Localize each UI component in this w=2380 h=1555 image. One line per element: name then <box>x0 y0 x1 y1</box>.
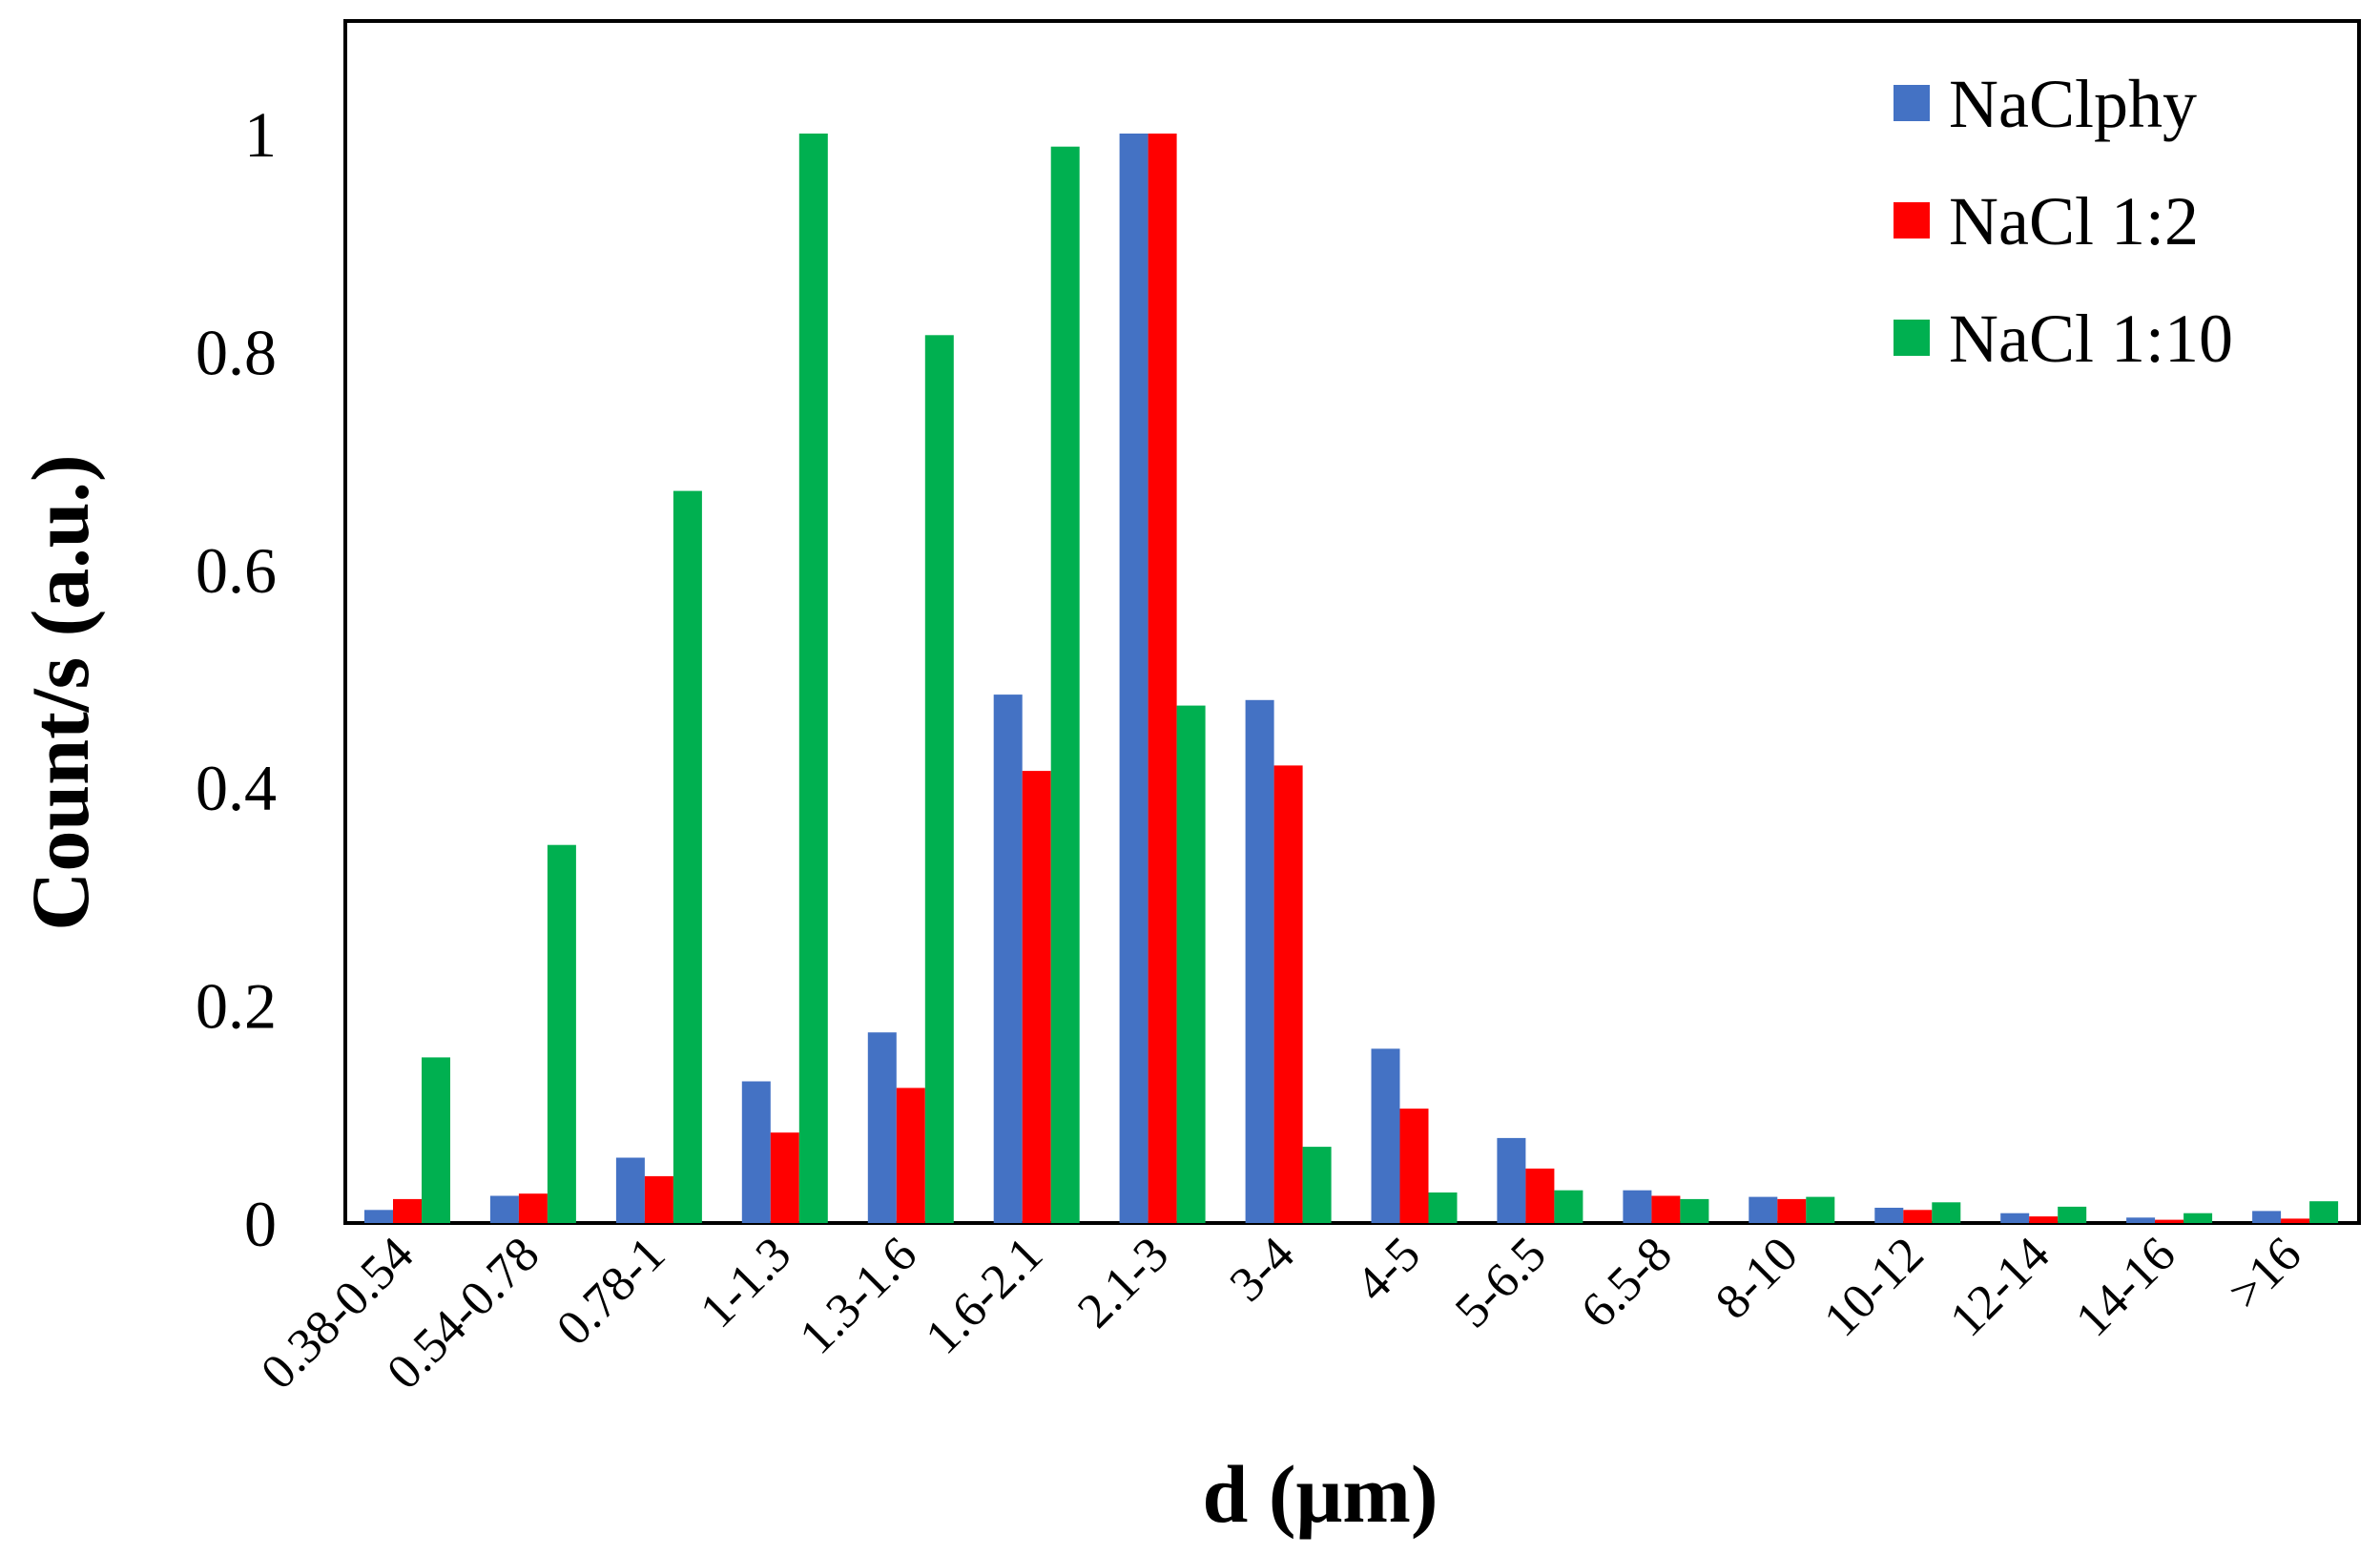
bar-nacl-1-2-8 <box>1273 765 1303 1223</box>
x-tick-label: 10-12 <box>1814 1227 1935 1347</box>
bar-naclphy-14 <box>2000 1213 2030 1223</box>
bar-naclphy-1 <box>364 1210 393 1223</box>
bar-nacl-1-2-15 <box>2155 1219 2184 1223</box>
bar-naclphy-6 <box>993 695 1023 1223</box>
bar-naclphy-16 <box>2252 1211 2282 1223</box>
x-tick-label: 8-10 <box>1706 1227 1809 1330</box>
bar-nacl-1-10-15 <box>2183 1213 2213 1223</box>
bar-nacl-1-10-1 <box>422 1057 450 1223</box>
x-tick-label: 4-5 <box>1346 1227 1431 1312</box>
bar-nacl-1-2-5 <box>896 1088 925 1223</box>
bar-nacl-1-10-9 <box>1428 1192 1458 1223</box>
bar-nacl-1-2-4 <box>770 1132 799 1223</box>
legend-swatch <box>1894 85 1930 121</box>
x-tick-label: 1-1.3 <box>690 1227 801 1338</box>
bar-nacl-1-2-14 <box>2029 1216 2059 1223</box>
bar-nacl-1-2-12 <box>1777 1198 1807 1223</box>
bar-naclphy-5 <box>867 1032 897 1223</box>
bar-nacl-1-10-4 <box>798 134 828 1223</box>
bar-naclphy-15 <box>2126 1217 2156 1223</box>
bar-nacl-1-10-13 <box>1932 1202 1961 1223</box>
bar-nacl-1-10-12 <box>1806 1196 1835 1223</box>
legend: NaClphy NaCl 1:2 NaCl 1:10 <box>1894 66 2233 377</box>
bar-naclphy-3 <box>615 1157 645 1223</box>
legend-swatch <box>1894 320 1930 356</box>
bar-naclphy-9 <box>1371 1048 1400 1223</box>
bar-nacl-1-2-2 <box>518 1193 548 1223</box>
y-axis-ticks: 0 0.2 0.4 0.6 0.8 1 <box>196 98 277 1260</box>
x-tick-label: >16 <box>2219 1227 2312 1320</box>
legend-label: NaClphy <box>1949 66 2197 142</box>
bar-nacl-1-10-16 <box>2309 1201 2339 1223</box>
x-axis-title: d (μm) <box>1203 1448 1438 1540</box>
y-axis-title: Count/s (a.u.) <box>14 454 106 930</box>
bar-nacl-1-2-6 <box>1022 771 1051 1223</box>
x-tick-label: 0.78-1 <box>547 1227 675 1356</box>
bar-naclphy-8 <box>1245 699 1274 1223</box>
y-tick-label: 1 <box>244 98 277 171</box>
x-axis-ticks: 0.38-0.540.54-0.780.78-1 1-1.31.3-1.61.6-… <box>251 1227 2311 1400</box>
bar-naclphy-12 <box>1749 1196 1778 1223</box>
bar-nacl-1-10-6 <box>1050 146 1080 1224</box>
x-tick-label: 2.1-3 <box>1067 1227 1179 1338</box>
bar-nacl-1-10-14 <box>2058 1206 2087 1223</box>
bar-nacl-1-10-5 <box>924 335 954 1223</box>
bar-nacl-1-2-11 <box>1651 1195 1681 1223</box>
x-tick-label: 12-14 <box>1940 1227 2060 1347</box>
bar-naclphy-7 <box>1119 134 1149 1223</box>
legend-label: NaCl 1:10 <box>1949 301 2233 377</box>
bar-naclphy-4 <box>741 1081 771 1223</box>
x-tick-label: 1.6-2.1 <box>916 1227 1053 1364</box>
y-tick-label: 0.2 <box>196 970 277 1043</box>
bar-nacl-1-10-10 <box>1554 1190 1583 1223</box>
bar-nacl-1-10-3 <box>673 490 702 1223</box>
legend-swatch <box>1894 202 1930 238</box>
x-tick-label: 3-4 <box>1220 1227 1305 1312</box>
bar-nacl-1-2-10 <box>1525 1168 1555 1223</box>
bar-nacl-1-2-7 <box>1148 134 1177 1223</box>
bar-nacl-1-2-9 <box>1399 1109 1429 1223</box>
bar-nacl-1-2-16 <box>2281 1218 2310 1223</box>
x-tick-label: 1.3-1.6 <box>790 1227 927 1364</box>
y-tick-label: 0.8 <box>196 316 277 388</box>
x-tick-label: 6.5-8 <box>1571 1227 1683 1338</box>
bar-naclphy-2 <box>489 1195 519 1223</box>
bar-naclphy-10 <box>1497 1137 1526 1223</box>
bar-naclphy-13 <box>1874 1208 1904 1223</box>
legend-label: NaCl 1:2 <box>1949 183 2199 259</box>
bar-nacl-1-10-2 <box>547 844 576 1223</box>
bar-nacl-1-10-8 <box>1302 1147 1332 1223</box>
bar-nacl-1-2-3 <box>644 1175 673 1223</box>
bar-naclphy-11 <box>1623 1190 1652 1223</box>
x-tick-label: 14-16 <box>2065 1227 2185 1347</box>
bar-nacl-1-2-1 <box>393 1198 422 1223</box>
y-tick-label: 0.4 <box>196 752 277 824</box>
bars-group <box>364 134 2339 1224</box>
bar-nacl-1-10-7 <box>1176 705 1206 1223</box>
x-tick-label: 5-6.5 <box>1445 1227 1557 1338</box>
y-tick-label: 0.6 <box>196 534 277 607</box>
bar-nacl-1-2-13 <box>1903 1210 1933 1223</box>
y-tick-label: 0 <box>244 1188 277 1260</box>
bar-nacl-1-10-11 <box>1680 1198 1709 1223</box>
